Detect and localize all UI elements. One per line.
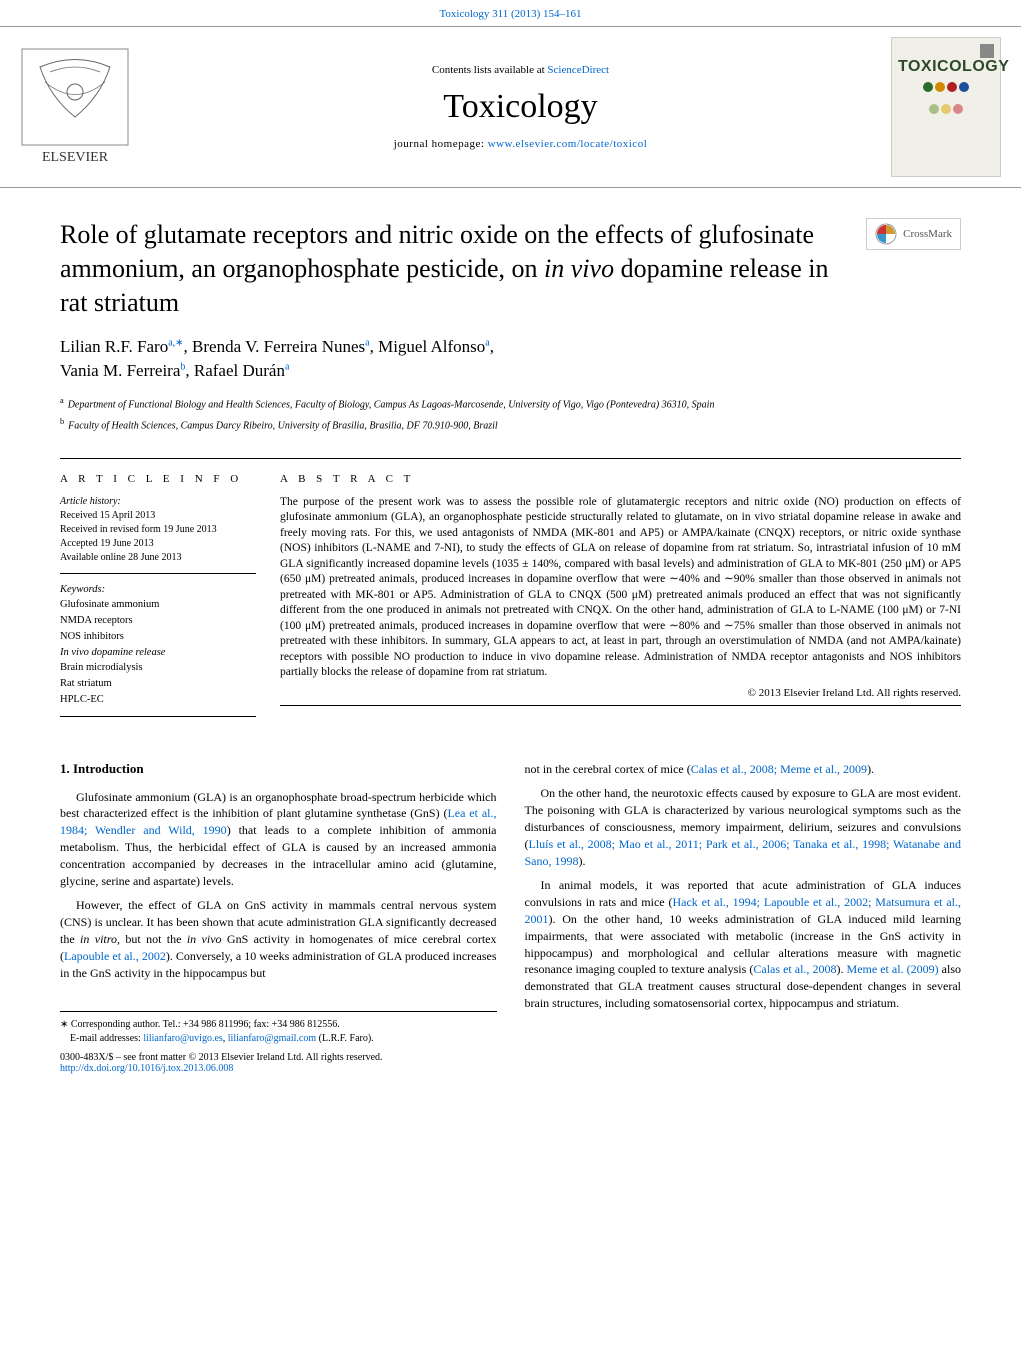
email-link[interactable]: lilianfaro@uvigo.es — [143, 1033, 222, 1044]
masthead: ELSEVIER Contents lists available at Sci… — [0, 26, 1021, 188]
keyword: NOS inhibitors — [60, 629, 256, 645]
footer-meta: 0300-483X/$ – see front matter © 2013 El… — [0, 1046, 1021, 1094]
journal-issue-link[interactable]: Toxicology 311 (2013) 154–161 — [0, 0, 1021, 26]
homepage-prefix: journal homepage: — [394, 138, 488, 150]
crossmark-icon — [875, 223, 897, 245]
email-link[interactable]: lilianfaro@gmail.com — [228, 1033, 316, 1044]
keyword: Brain microdialysis — [60, 660, 256, 676]
intro-para-3: On the other hand, the neurotoxic effect… — [525, 785, 962, 869]
elsevier-logo: ELSEVIER — [20, 47, 130, 167]
journal-title: Toxicology — [150, 88, 891, 126]
copyright: © 2013 Elsevier Ireland Ltd. All rights … — [280, 687, 961, 699]
cite-link[interactable]: Lapouble et al., 2002 — [64, 949, 166, 963]
abstract-text: The purpose of the present work was to a… — [280, 495, 961, 681]
author-2: , Brenda V. Ferreira Nunes — [184, 337, 366, 356]
homepage-line: journal homepage: www.elsevier.com/locat… — [150, 138, 891, 150]
authors: Lilian R.F. Faroa,∗, Brenda V. Ferreira … — [60, 335, 961, 383]
cover-dots — [898, 80, 994, 96]
issn-line: 0300-483X/$ – see front matter © 2013 El… — [60, 1052, 961, 1063]
doi-link[interactable]: http://dx.doi.org/10.1016/j.tox.2013.06.… — [60, 1063, 233, 1074]
journal-cover: TOXICOLOGY — [891, 37, 1001, 177]
history-received: Received 15 April 2013 — [60, 509, 256, 523]
author-1-aff: a,∗ — [168, 338, 183, 349]
cite-link[interactable]: Meme et al. (2009) — [847, 962, 939, 976]
corresponding-footnote: ∗ Corresponding author. Tel.: +34 986 81… — [60, 1011, 497, 1046]
article-info-label: a r t i c l e i n f o — [60, 473, 256, 485]
contents-line: Contents lists available at ScienceDirec… — [150, 64, 891, 76]
crossmark-label: CrossMark — [903, 228, 952, 240]
article-title: Role of glutamate receptors and nitric o… — [60, 218, 840, 319]
keyword: Glufosinate ammonium — [60, 597, 256, 613]
intro-para-2: However, the effect of GLA on GnS activi… — [60, 897, 497, 981]
author-1: Lilian R.F. Faro — [60, 337, 168, 356]
keyword: HPLC-EC — [60, 692, 256, 708]
cite-link[interactable]: Lluís et al., 2008; Mao et al., 2011; Pa… — [525, 837, 962, 868]
history-online: Available online 28 June 2013 — [60, 551, 256, 565]
author-sep: , — [490, 337, 494, 356]
keyword: NMDA receptors — [60, 613, 256, 629]
abstract-divider — [280, 705, 961, 706]
keywords-label: Keywords: — [60, 582, 256, 598]
intro-heading: 1. Introduction — [60, 761, 497, 777]
contents-prefix: Contents lists available at — [432, 64, 547, 76]
history-accepted: Accepted 19 June 2013 — [60, 537, 256, 551]
history-label: Article history: — [60, 495, 256, 509]
svg-text:ELSEVIER: ELSEVIER — [42, 150, 109, 165]
affiliation-a: aDepartment of Functional Biology and He… — [60, 395, 961, 412]
sciencedirect-link[interactable]: ScienceDirect — [547, 64, 609, 76]
cover-corner-icon — [980, 44, 994, 58]
cite-link[interactable]: Calas et al., 2008 — [753, 962, 836, 976]
intro-para-1: Glufosinate ammonium (GLA) is an organop… — [60, 789, 497, 890]
author-5: , Rafael Durán — [185, 361, 285, 380]
cite-link[interactable]: Calas et al., 2008; Meme et al., 2009 — [691, 762, 867, 776]
affiliation-b: bFaculty of Health Sciences, Campus Darc… — [60, 416, 961, 433]
title-italic: in vivo — [544, 254, 614, 283]
keyword: Rat striatum — [60, 676, 256, 692]
history-revised: Received in revised form 19 June 2013 — [60, 523, 256, 537]
author-5-aff: a — [285, 362, 289, 373]
keyword: In vivo dopamine release — [60, 645, 256, 661]
author-3: , Miguel Alfonso — [370, 337, 486, 356]
intro-para-cont: not in the cerebral cortex of mice (Cala… — [525, 761, 962, 778]
intro-para-4: In animal models, it was reported that a… — [525, 877, 962, 1011]
homepage-link[interactable]: www.elsevier.com/locate/toxicol — [488, 138, 648, 150]
author-4: Vania M. Ferreira — [60, 361, 180, 380]
crossmark-badge[interactable]: CrossMark — [866, 218, 961, 250]
abstract-label: a b s t r a c t — [280, 473, 961, 485]
